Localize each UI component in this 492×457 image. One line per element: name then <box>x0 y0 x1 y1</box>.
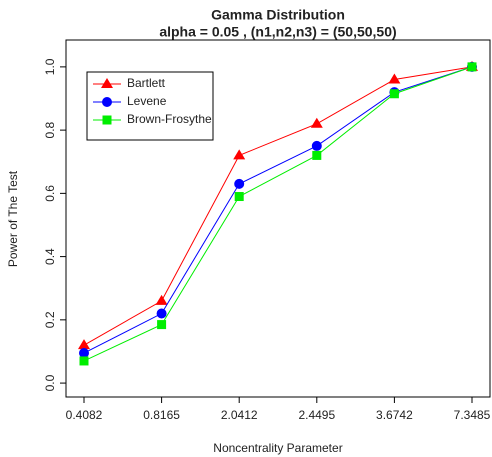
marker <box>157 320 167 330</box>
marker <box>311 140 322 151</box>
series-line <box>83 66 473 362</box>
series-line <box>83 66 473 354</box>
legend-label: Levene <box>127 94 167 108</box>
marker <box>388 73 401 84</box>
chart-title: Gamma Distribution <box>211 7 345 23</box>
marker <box>310 117 323 128</box>
y-tick-label: 0.0 <box>43 374 57 391</box>
x-tick-label: 0.4082 <box>66 408 103 422</box>
y-axis-label: Power of The Test <box>6 170 20 267</box>
marker <box>312 150 322 160</box>
plot-frame <box>65 39 491 398</box>
marker <box>156 308 167 319</box>
x-tick-label: 3.6742 <box>376 408 413 422</box>
marker <box>79 356 89 366</box>
chart-subtitle: alpha = 0.05 , (n1,n2,n3) = (50,50,50) <box>159 24 396 40</box>
marker <box>234 178 245 189</box>
x-tick-label: 0.8165 <box>143 408 180 422</box>
marker <box>101 78 113 88</box>
y-tick-label: 1.0 <box>43 58 57 75</box>
y-tick-label: 0.2 <box>43 311 57 328</box>
x-tick-label: 2.0412 <box>221 408 258 422</box>
legend-label: Brown-Frosythe <box>127 112 212 126</box>
marker <box>233 149 246 160</box>
marker <box>102 97 112 107</box>
marker <box>79 348 89 359</box>
x-tick-label: 7.3485 <box>454 408 491 422</box>
marker <box>155 294 168 305</box>
x-axis-label: Noncentrality Parameter <box>213 441 342 455</box>
y-tick-label: 0.8 <box>43 121 57 138</box>
marker <box>102 115 112 125</box>
marker <box>467 62 477 72</box>
marker <box>389 89 399 99</box>
y-tick-label: 0.6 <box>43 185 57 202</box>
series-line <box>83 66 473 346</box>
y-tick-label: 0.4 <box>43 248 57 265</box>
legend-label: Bartlett <box>127 76 166 90</box>
x-tick-label: 2.4495 <box>298 408 335 422</box>
marker <box>78 339 90 350</box>
marker <box>234 192 244 202</box>
